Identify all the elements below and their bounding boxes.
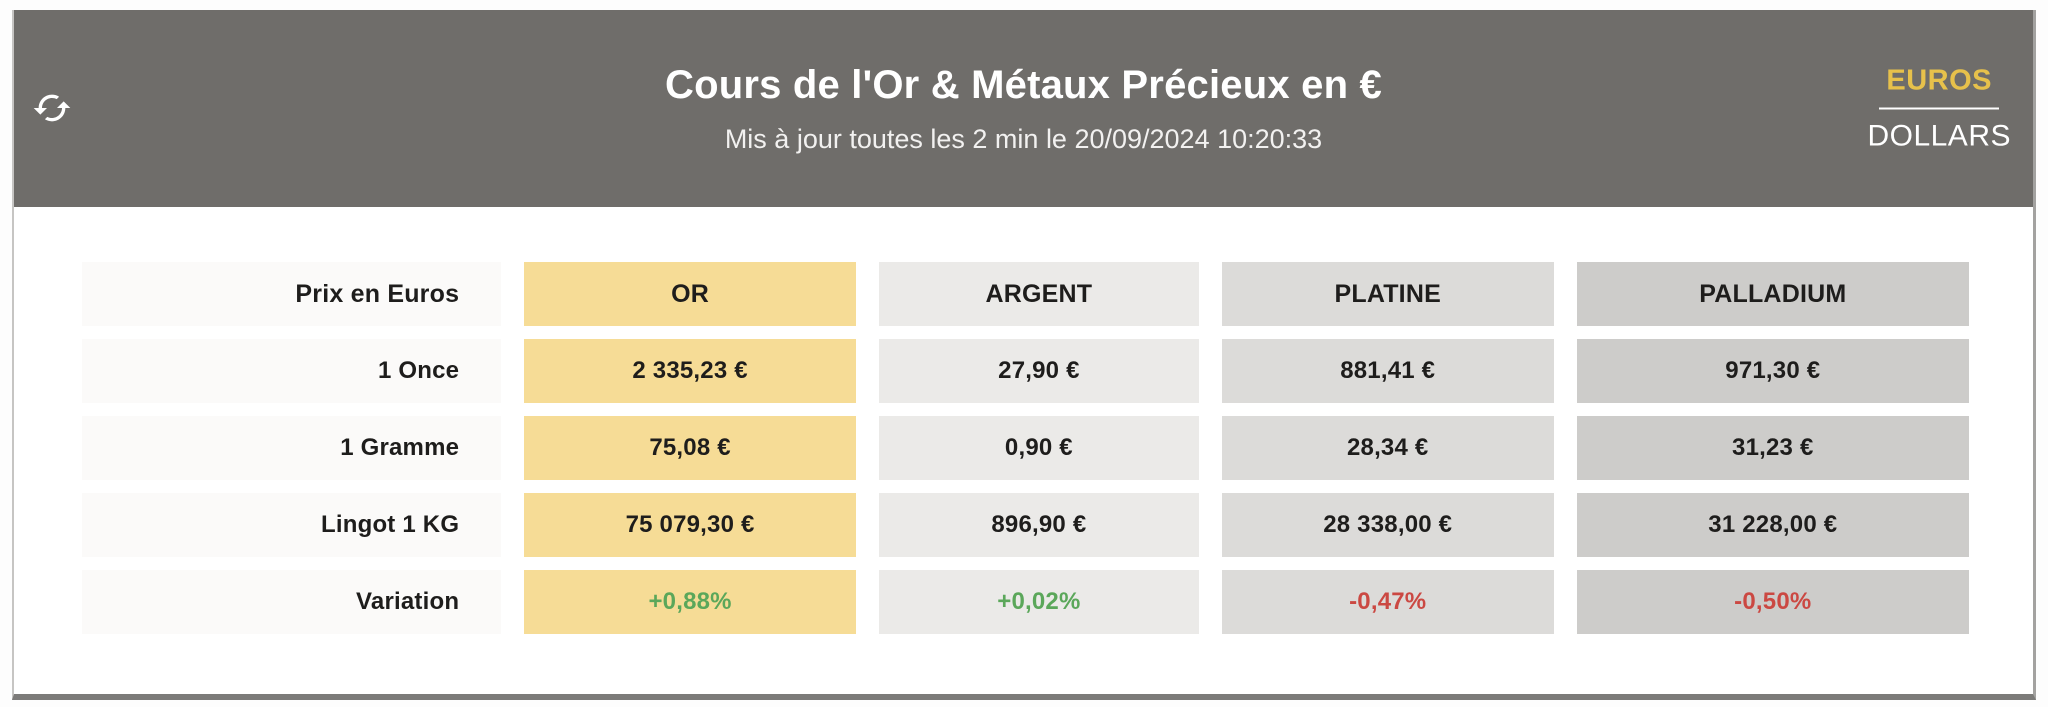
variation-platine: -0,47% xyxy=(1221,570,1554,634)
row-label-gramme: 1 Gramme xyxy=(82,416,502,480)
widget-header: Cours de l'Or & Métaux Précieux en € Mis… xyxy=(14,10,2033,207)
currency-option-dollars[interactable]: DOLLARS xyxy=(1867,119,2011,152)
last-updated-text: Mis à jour toutes les 2 min le 20/09/202… xyxy=(724,123,1323,154)
variation-argent: +0,02% xyxy=(878,570,1199,634)
column-header-palladium: PALLADIUM xyxy=(1576,262,1969,326)
currency-option-euros[interactable]: EUROS xyxy=(1886,64,1993,96)
variation-palladium: -0,50% xyxy=(1576,570,1969,634)
value-once-palladium: 971,30 € xyxy=(1576,339,1969,403)
value-lingot-platine: 28 338,00 € xyxy=(1221,493,1554,557)
column-header-or: OR xyxy=(524,262,856,326)
value-gramme-argent: 0,90 € xyxy=(878,416,1199,480)
value-once-platine: 881,41 € xyxy=(1221,339,1554,403)
value-gramme-palladium: 31,23 € xyxy=(1576,416,1969,480)
value-gramme-or: 75,08 € xyxy=(524,416,856,480)
precious-metals-widget: Cours de l'Or & Métaux Précieux en € Mis… xyxy=(12,10,2036,700)
table-corner-label: Prix en Euros xyxy=(82,262,502,326)
refresh-button[interactable] xyxy=(30,86,74,130)
value-once-argent: 27,90 € xyxy=(878,339,1199,403)
value-lingot-or: 75 079,30 € xyxy=(524,493,856,557)
refresh-icon xyxy=(33,94,71,122)
value-gramme-platine: 28,34 € xyxy=(1221,416,1554,480)
column-header-platine: PLATINE xyxy=(1221,262,1554,326)
row-label-variation: Variation xyxy=(82,570,502,634)
value-lingot-palladium: 31 228,00 € xyxy=(1576,493,1969,557)
column-header-argent: ARGENT xyxy=(878,262,1199,326)
row-label-once: 1 Once xyxy=(82,339,502,403)
row-label-lingot: Lingot 1 KG xyxy=(82,493,502,557)
variation-or: +0,88% xyxy=(524,570,856,634)
value-lingot-argent: 896,90 € xyxy=(878,493,1199,557)
price-table: Prix en Euros OR ARGENT PLATINE PALLADIU… xyxy=(82,262,1969,634)
currency-toggle-divider xyxy=(1879,107,2000,109)
value-once-or: 2 335,23 € xyxy=(524,339,856,403)
page-title: Cours de l'Or & Métaux Précieux en € xyxy=(665,62,1382,107)
currency-toggle: EUROS DOLLARS xyxy=(1867,64,2011,153)
